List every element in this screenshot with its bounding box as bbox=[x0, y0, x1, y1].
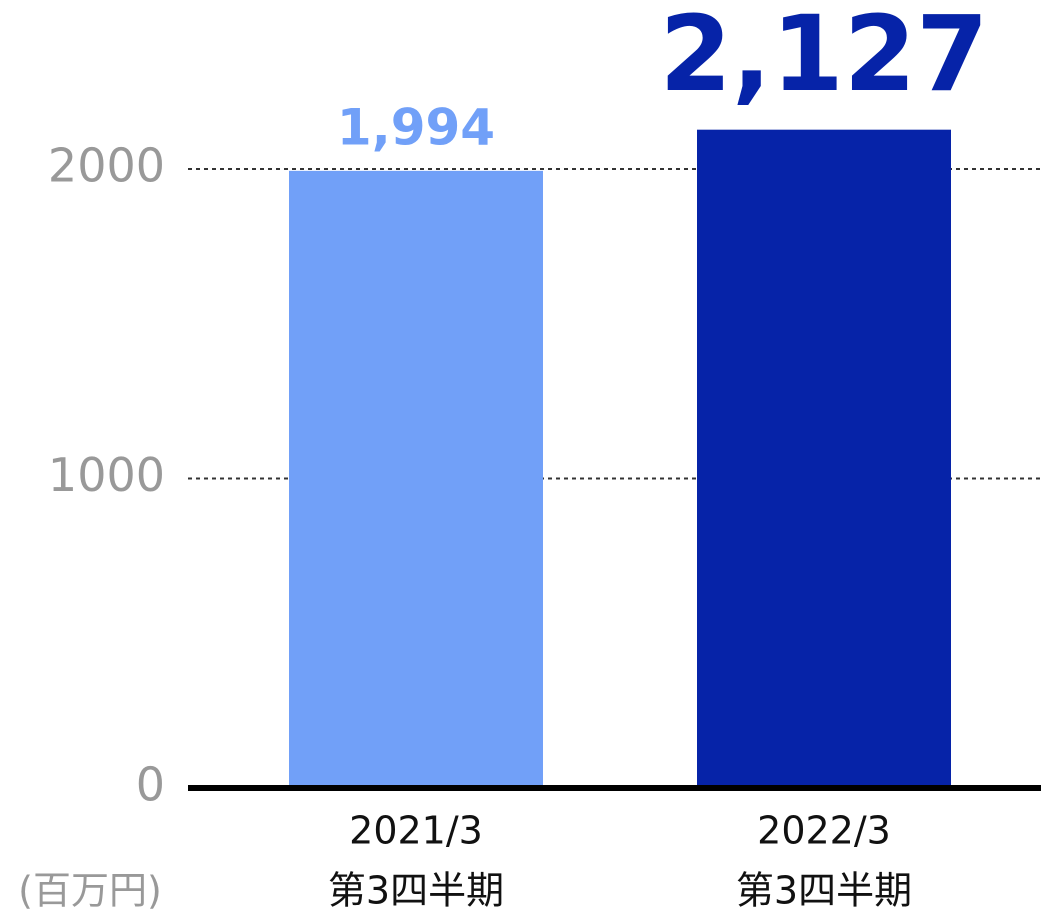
x-tick-label: 第3四半期 bbox=[328, 869, 504, 913]
bar bbox=[289, 170, 543, 789]
x-tick-label: 2022/3 bbox=[757, 809, 891, 853]
bar bbox=[697, 129, 951, 789]
x-tick-label: 2021/3 bbox=[349, 809, 483, 853]
y-tick-label: 1000 bbox=[48, 448, 165, 502]
value-label: 1,994 bbox=[337, 98, 495, 156]
y-axis-label: (百万円) bbox=[18, 869, 162, 913]
value-label: 2,127 bbox=[660, 0, 989, 115]
x-tick-label: 第3四半期 bbox=[736, 869, 912, 913]
y-tick-label: 2000 bbox=[48, 138, 165, 192]
y-tick-label: 0 bbox=[136, 758, 165, 812]
